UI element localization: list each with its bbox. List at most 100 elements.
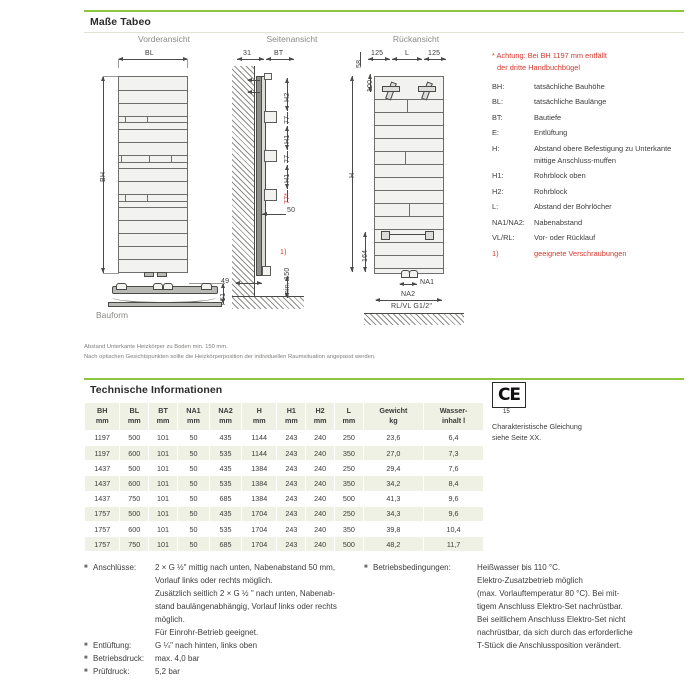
cell: 500 <box>119 505 150 523</box>
cell: 50 <box>176 475 210 492</box>
cell: 101 <box>148 429 178 447</box>
side-bt-dimline <box>266 59 294 60</box>
cell: 435 <box>208 429 243 447</box>
legend-value: Rohrblock <box>534 186 568 196</box>
legend-key: BT: <box>492 112 503 122</box>
rear-125a-dimline <box>368 59 390 60</box>
cell: 1704 <box>241 505 278 523</box>
rear-164-arrow-u <box>363 232 367 237</box>
side-77a-label: 77 <box>284 115 291 124</box>
rear-mount-right <box>418 81 436 101</box>
side-h1b-arrow-u <box>285 165 289 170</box>
front-bl-arrow-left <box>118 57 123 61</box>
cell: 50 <box>176 429 210 447</box>
side-view-label: Seitenansicht <box>266 34 318 44</box>
spec-value: möglich. <box>155 614 185 624</box>
cell: 50 <box>176 460 210 477</box>
rear-view-label: Rückansicht <box>392 34 440 44</box>
legend-item-h: H: Abstand obere Befestigung zu Unterkant… <box>492 143 692 167</box>
table-row: 1197 500 101 50 435 1144 243 240 250 23,6 6,4 <box>83 429 484 447</box>
legend-value: Abstand obere Befestigung zu Unterkante … <box>534 143 672 165</box>
cell: 240 <box>305 445 335 462</box>
cell: 243 <box>276 445 307 462</box>
front-bl-ext-right <box>187 59 188 68</box>
spec-value: nachrüstbar, da sich durch das erforderl… <box>477 627 633 637</box>
rear-164-label: 164 <box>362 249 369 262</box>
floor-clearance-note: Abstand Unterkante Heizkörper zu Boden m… <box>84 342 554 362</box>
cell: 1437 <box>83 490 121 507</box>
cell: 101 <box>148 520 178 538</box>
bullet-icon <box>364 562 373 575</box>
front-bl-label: BL <box>145 50 154 57</box>
rear-lower-mount-right <box>425 231 434 240</box>
side-h2-arrow-d <box>285 106 289 111</box>
rear-na2-arrow-r <box>437 298 442 302</box>
spec-value: Zusätzlich seitlich 2 × G ½ " nach unten… <box>155 588 336 598</box>
spec-betriebs-cont: Elektro-Zusatzbetrieb möglich <box>364 575 684 588</box>
legend-value: Vor- oder Rücklauf <box>534 233 596 243</box>
side-h2-dimline <box>287 78 288 111</box>
col-name: Gewicht <box>379 406 408 415</box>
spec-betriebs-cont: tigem Anschluss Elektro-Set nachrüstbar. <box>364 601 684 614</box>
side-mount-arrow-2 <box>247 90 252 94</box>
cell: 50 <box>176 505 210 523</box>
col-wasser: Wasser-inhalt l <box>423 402 484 431</box>
spec-betriebsbedingungen: Betriebsbedingungen: Heißwasser bis 110 … <box>364 562 684 575</box>
cell: 243 <box>276 520 307 538</box>
legend-key: NA1/NA2: <box>492 217 525 227</box>
col-name: Wasser- <box>439 406 468 415</box>
legend-item-h2: H2: Rohrblock <box>492 186 692 198</box>
spec-pruefdruck: Prüfdruck: 5,2 bar <box>84 666 374 679</box>
cell: 350 <box>333 445 364 462</box>
legend-item-vlrl: VL/RL: Vor- oder Rücklauf <box>492 232 692 244</box>
col-bt: BT mm <box>148 402 178 431</box>
legend-value: tatsächliche Bauhöhe <box>534 81 605 91</box>
side-h1a-dimline <box>287 126 288 150</box>
spec-anschluesse-cont: Vorlauf links oder rechts möglich. <box>84 575 374 588</box>
cell: 7,6 <box>423 460 484 477</box>
side-h2-label: H2 <box>284 92 291 102</box>
spec-key: Betriebsbedingungen: <box>373 563 451 572</box>
note-line-1: Abstand Unterkante Heizkörper zu Boden m… <box>84 344 228 350</box>
col-h2: H2 mm <box>305 402 335 431</box>
cell: 1197 <box>83 429 121 447</box>
side-31-dimline <box>237 59 264 60</box>
cell: 750 <box>119 490 150 507</box>
technical-drawings: Vorderansicht BL BH <box>84 34 484 334</box>
ce-mark-icon: CE <box>492 382 526 408</box>
side-31-arrow-l <box>237 57 242 61</box>
spec-value: Für Einrohr-Betrieb geeignet. <box>155 627 259 637</box>
cell: 1437 <box>83 460 121 477</box>
col-name: BL <box>129 406 140 415</box>
spec-value: (max. Vorlauftemperatur 80 °C). Bei mit- <box>477 588 620 598</box>
rear-L-label: L <box>405 50 410 57</box>
front-bl-dimline <box>118 59 188 60</box>
rear-mount-left <box>382 81 400 101</box>
cell: 7,3 <box>423 445 484 462</box>
spec-value: max. 4,0 bar <box>155 653 200 663</box>
side-floor-hatch <box>232 296 304 309</box>
spec-value: stand baulängenabhängig, Vorlauf links o… <box>155 601 337 611</box>
side-min150-arrow-u <box>285 276 289 281</box>
cell: 1757 <box>83 520 121 538</box>
rear-125b-arrow-l <box>424 57 429 61</box>
rear-na1-arrow-r <box>412 282 417 286</box>
side-h1b-arrow-d <box>285 184 289 189</box>
rear-H-arrow-d <box>350 267 354 272</box>
side-note-ref: 1) <box>280 249 287 256</box>
header-rule-top: Maße Tabeo <box>84 10 684 33</box>
cell: 500 <box>119 460 150 477</box>
rear-na1-dimline <box>400 284 417 285</box>
legend-value: geeignete Verschraubungen <box>534 248 627 258</box>
side-77c-label: 77* <box>284 192 291 204</box>
side-mount-line-1 <box>248 80 260 81</box>
cell: 535 <box>208 475 243 492</box>
side-31-label: 31 <box>243 50 252 57</box>
cell: 685 <box>208 536 243 553</box>
cell: 8,4 <box>423 475 484 492</box>
cell: 435 <box>208 460 243 477</box>
tech-section-header: Technische Informationen <box>84 378 684 400</box>
rear-L-arrow-l <box>392 57 397 61</box>
